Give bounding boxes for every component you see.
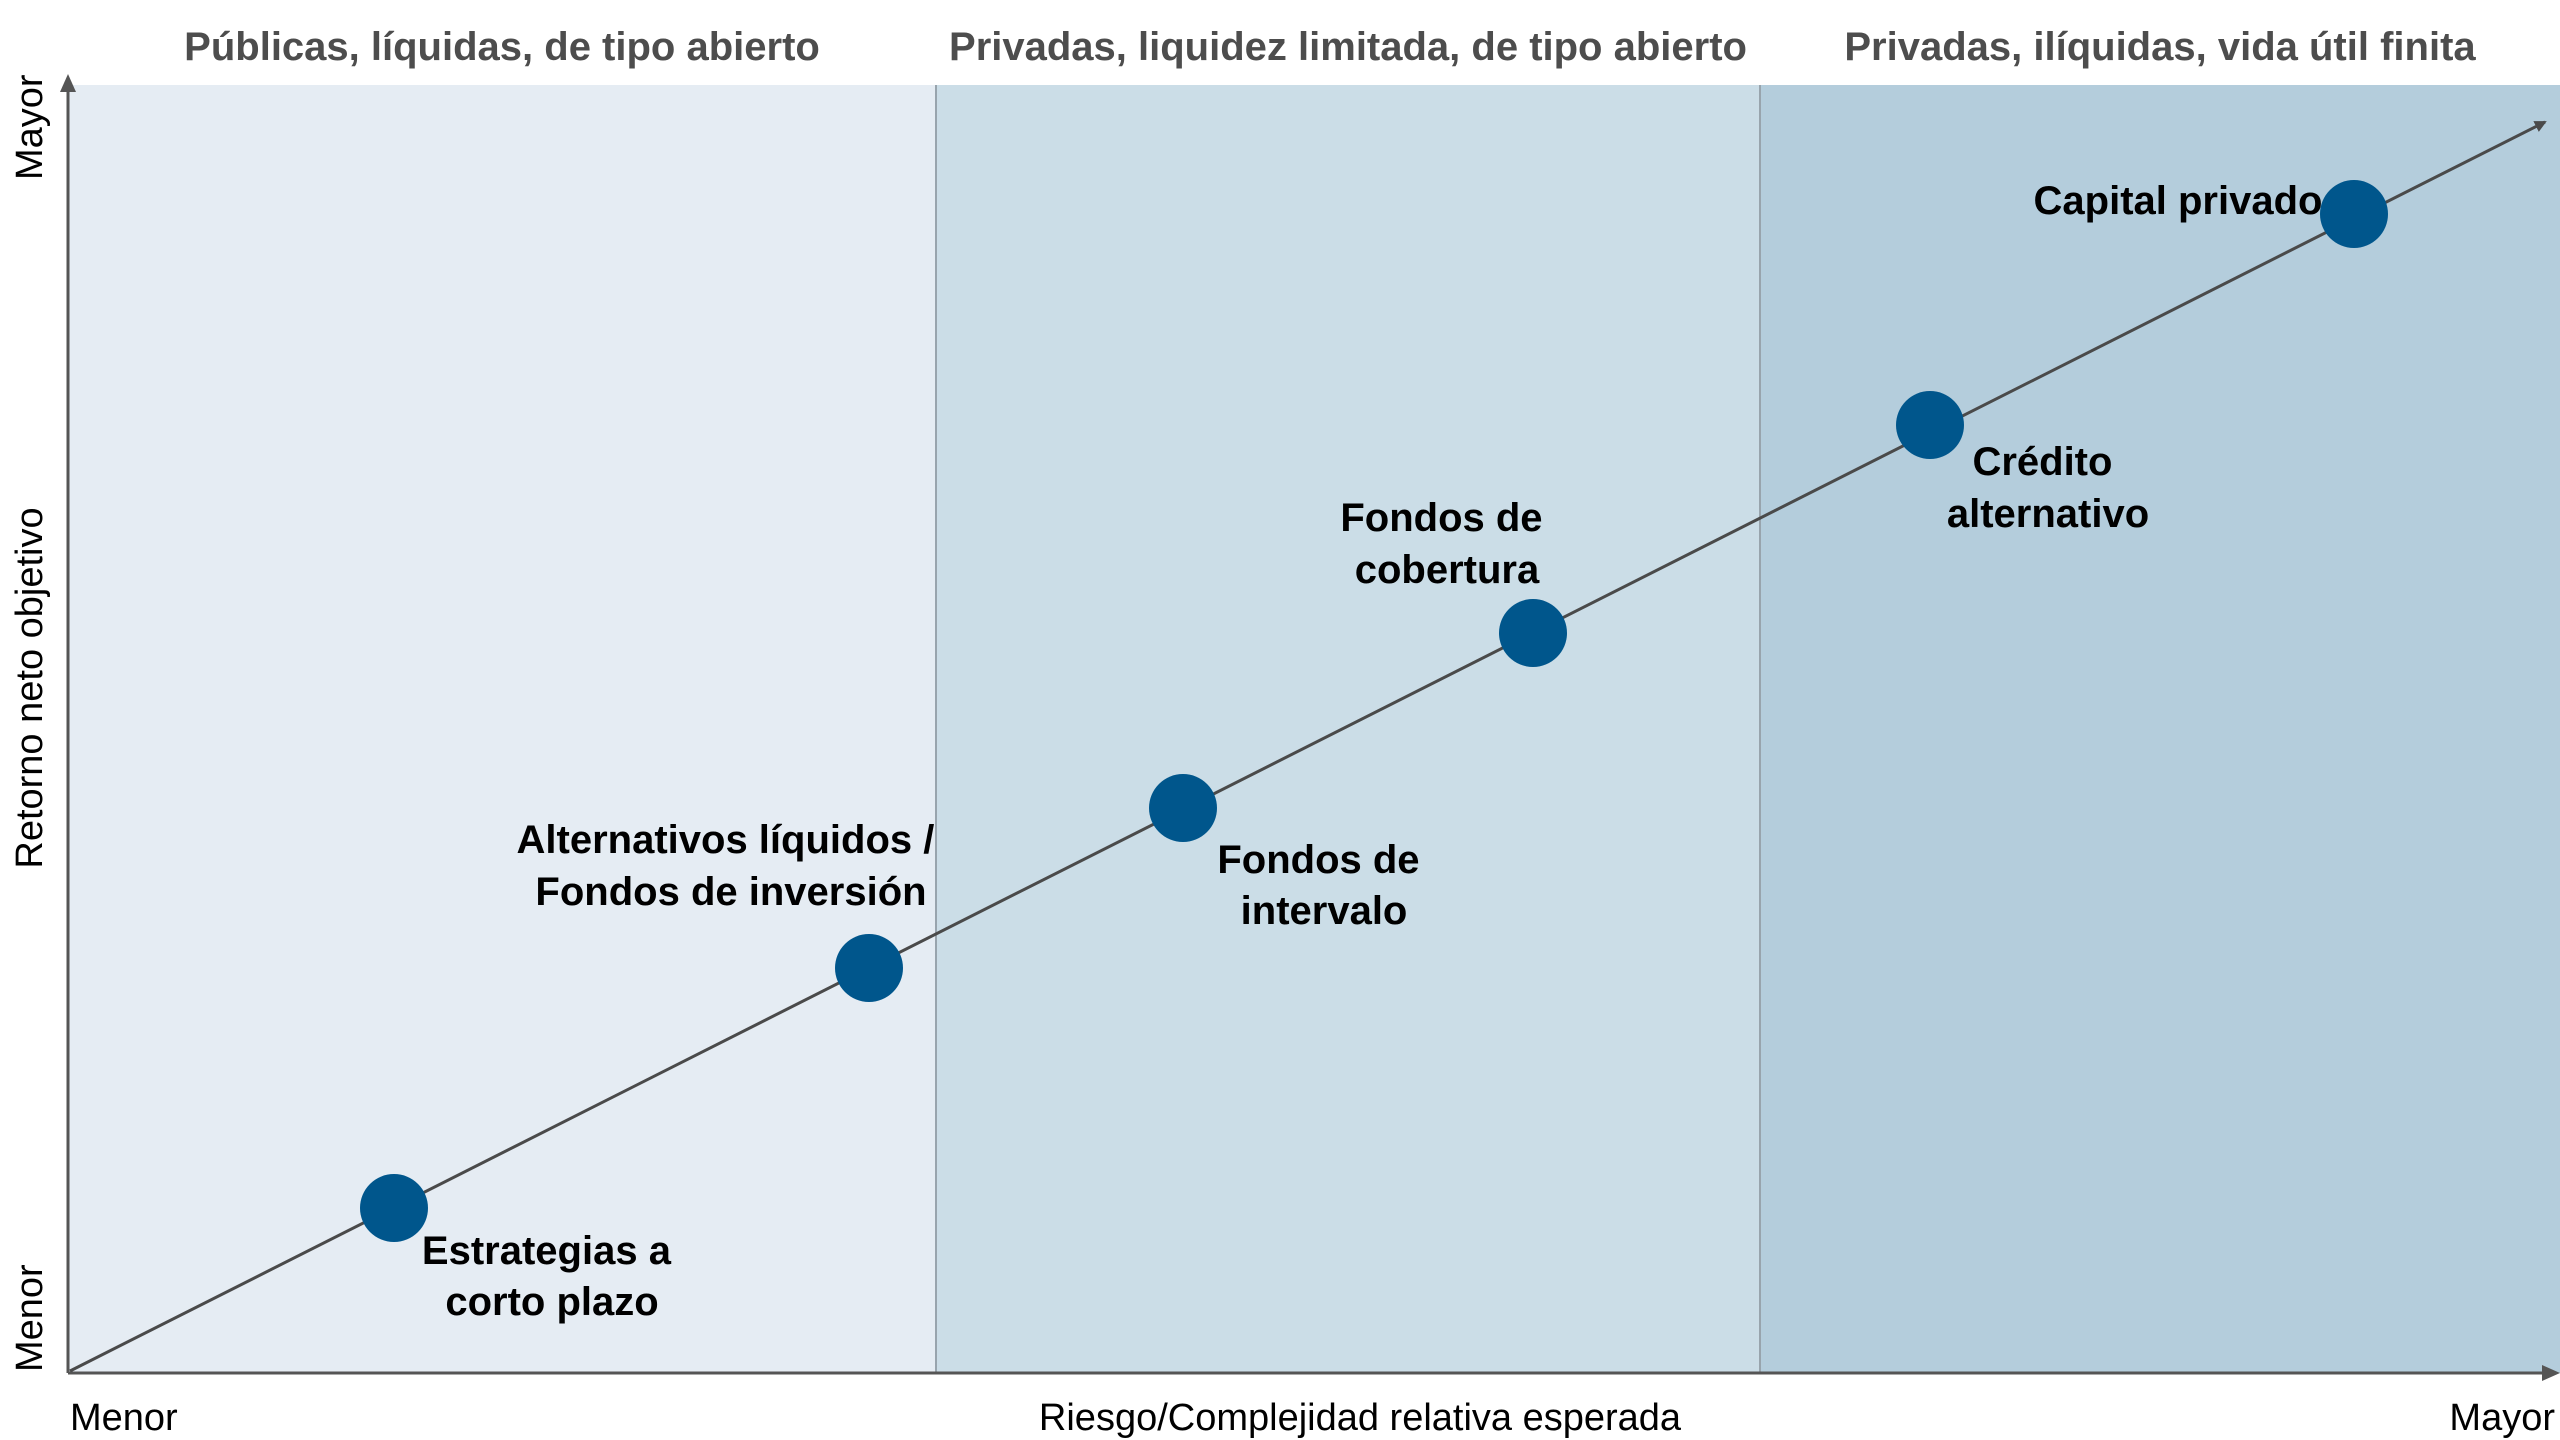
region-title-public: Públicas, líquidas, de tipo abierto: [184, 25, 820, 69]
x-axis-min-label: Menor: [70, 1397, 178, 1439]
label-hedge-funds: Fondos de cobertura: [1340, 496, 1553, 592]
marker-short-term-strategies: [360, 1174, 428, 1242]
marker-alternative-credit: [1896, 391, 1964, 459]
marker-hedge-funds: [1499, 599, 1567, 667]
marker-liquid-alternatives: [835, 934, 903, 1002]
region-band-1: [68, 85, 935, 1373]
y-axis-title: Retorno neto objetivo: [9, 507, 51, 868]
marker-interval-funds: [1149, 774, 1217, 842]
x-axis-max-label: Mayor: [2449, 1397, 2555, 1439]
x-axis-title: Riesgo/Complejidad relativa esperada: [1039, 1397, 1682, 1439]
x-axis-arrow: [2542, 1365, 2560, 1381]
y-axis-arrow: [60, 74, 76, 92]
region-band-3: [1760, 85, 2560, 1373]
region-title-limited-liquidity: Privadas, liquidez limitada, de tipo abi…: [949, 25, 1747, 69]
marker-private-equity: [2320, 180, 2388, 248]
label-liquid-alternatives: Alternativos líquidos / Fondos de invers…: [517, 818, 946, 914]
trend-arrow-line: [69, 120, 2547, 1373]
label-interval-funds: Fondos de intervalo: [1217, 838, 1430, 933]
y-axis-max-label: Mayor: [9, 74, 51, 180]
y-axis-min-label: Menor: [9, 1264, 51, 1372]
label-private-equity: Capital privado: [2034, 179, 2323, 223]
region-band-2: [935, 85, 1760, 1373]
label-alternative-credit: Crédito alternativo: [1947, 440, 2149, 536]
region-title-illiquid: Privadas, ilíquidas, vida útil finita: [1844, 25, 2476, 69]
label-short-term-strategies: Estrategias a corto plazo: [422, 1229, 682, 1324]
